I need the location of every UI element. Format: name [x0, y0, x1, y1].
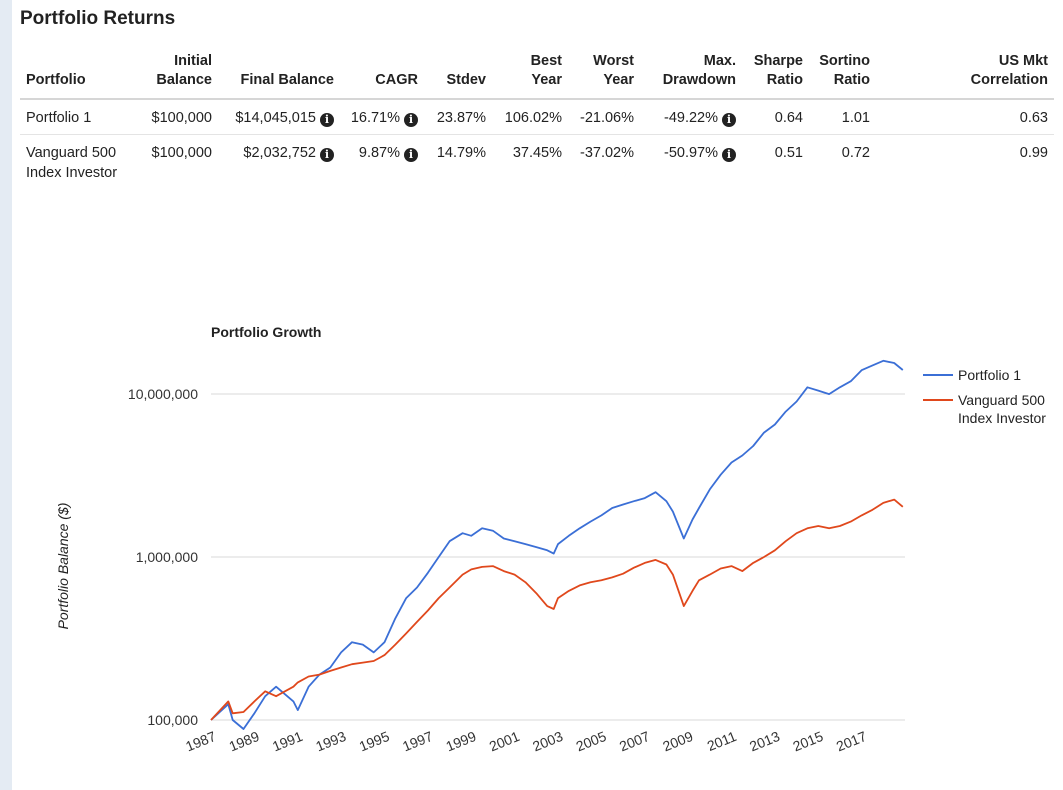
cell-sortino-ratio: 0.72 — [841, 145, 870, 161]
table-row: Portfolio 1 $100,000 $14,045,015 i 16.71%… — [20, 99, 1054, 135]
cell-best-year: 37.45% — [512, 145, 562, 161]
cell-sortino-ratio: 1.01 — [809, 99, 876, 135]
chart-series — [210, 359, 904, 730]
col-header-best-year: Best Year — [492, 50, 568, 100]
x-tick-label: 2009 — [660, 728, 695, 755]
info-circle-icon[interactable]: i — [404, 113, 418, 127]
y-tick-label: 1,000,000 — [136, 549, 198, 565]
cell-cagr: 9.87% i — [340, 135, 424, 190]
x-tick-label: 1997 — [400, 728, 435, 755]
chart-legend: Portfolio 1 Vanguard 500 Index Investor — [923, 367, 1046, 426]
x-tick-label: 2005 — [574, 728, 609, 755]
col-header-sortino-ratio: Sortino Ratio — [809, 50, 876, 100]
page-title: Portfolio Returns — [20, 8, 176, 29]
cell-stdev: 14.79% — [436, 145, 486, 161]
cell-max-drawdown: -49.22% i — [640, 99, 742, 135]
table-header-row: Portfolio Initial Balance Final Balance C… — [20, 50, 1054, 100]
col-header-final-balance: Final Balance — [218, 50, 340, 100]
info-circle-icon[interactable]: i — [722, 148, 736, 162]
info-circle-icon[interactable]: i — [722, 113, 736, 127]
x-tick-label: 1995 — [357, 728, 392, 755]
cell-final-balance: $14,045,015 i — [218, 99, 340, 135]
col-header-us-mkt-correlation: US Mkt Correlation — [876, 50, 1054, 100]
x-tick-label: 1987 — [183, 728, 218, 755]
x-tick-label: 2001 — [487, 728, 522, 755]
x-tick-label: 2007 — [617, 728, 652, 755]
cell-final-balance: $2,032,752 i — [218, 135, 340, 190]
cell-initial-balance: $100,000 — [136, 99, 218, 135]
cell-worst-year: -21.06% — [568, 99, 640, 135]
col-header-stdev: Stdev — [424, 50, 492, 100]
x-axis-ticks: 1987 1989 1991 1993 1995 1997 1999 2001 2003 2005… — [183, 728, 869, 755]
series-line-2 — [210, 498, 904, 721]
y-axis-label: Portfolio Balance ($) — [55, 503, 71, 630]
cell-sharpe-ratio: 0.64 — [742, 99, 809, 135]
x-tick-label: 2003 — [530, 728, 565, 755]
cell-us-mkt-correlation: 0.63 — [876, 99, 1054, 135]
cell-portfolio: Portfolio 1 — [20, 99, 136, 135]
info-circle-icon[interactable]: i — [404, 148, 418, 162]
table-row: Vanguard 500 Index Investor $100,000 $2,… — [20, 135, 1054, 190]
cell-cagr: 16.71% i — [340, 99, 424, 135]
x-tick-label: 2013 — [747, 728, 782, 755]
legend-label: Vanguard 500 Index Investor — [958, 392, 1046, 426]
cell-stdev: 23.87% — [424, 99, 492, 135]
cell-sharpe-ratio: 0.51 — [774, 145, 803, 161]
col-header-sharpe-ratio: Sharpe Ratio — [742, 50, 809, 100]
y-tick-label: 100,000 — [147, 712, 198, 728]
portfolio-growth-chart: Portfolio Growth Portfolio Balance ($) 1… — [55, 324, 1046, 755]
cell-max-drawdown: -50.97% i — [640, 135, 742, 190]
col-header-worst-year: Worst Year — [568, 50, 640, 100]
grid-lines — [211, 393, 905, 721]
info-circle-icon[interactable]: i — [320, 148, 334, 162]
cell-portfolio: Vanguard 500 Index Investor — [26, 145, 118, 181]
chart-title: Portfolio Growth — [211, 324, 321, 340]
x-tick-label: 2011 — [705, 728, 739, 754]
series-line-1 — [210, 359, 904, 730]
x-tick-label: 1993 — [313, 728, 348, 755]
portfolio-returns-table: Portfolio Initial Balance Final Balance C… — [20, 50, 1054, 189]
col-header-cagr: CAGR — [340, 50, 424, 100]
cell-us-mkt-correlation: 0.99 — [1019, 145, 1048, 161]
x-tick-label: 2017 — [834, 728, 869, 755]
info-circle-icon[interactable]: i — [320, 113, 334, 127]
x-tick-label: 2015 — [790, 728, 825, 755]
cell-worst-year: -37.02% — [579, 145, 634, 161]
x-tick-label: 1991 — [270, 728, 305, 755]
x-tick-label: 1999 — [443, 728, 478, 755]
col-header-portfolio: Portfolio — [20, 50, 136, 100]
portfolio-returns-panel: Portfolio Returns Portfolio Initial Balan… — [12, 0, 1063, 790]
col-header-max-drawdown: Max. Drawdown — [640, 50, 742, 100]
y-axis-ticks: 100,000 1,000,000 10,000,000 — [128, 386, 198, 728]
y-tick-label: 10,000,000 — [128, 386, 198, 402]
col-header-initial-balance: Initial Balance — [136, 50, 218, 100]
legend-label: Portfolio 1 — [958, 367, 1021, 383]
cell-initial-balance: $100,000 — [151, 145, 212, 161]
cell-best-year: 106.02% — [492, 99, 568, 135]
x-tick-label: 1989 — [227, 728, 262, 755]
